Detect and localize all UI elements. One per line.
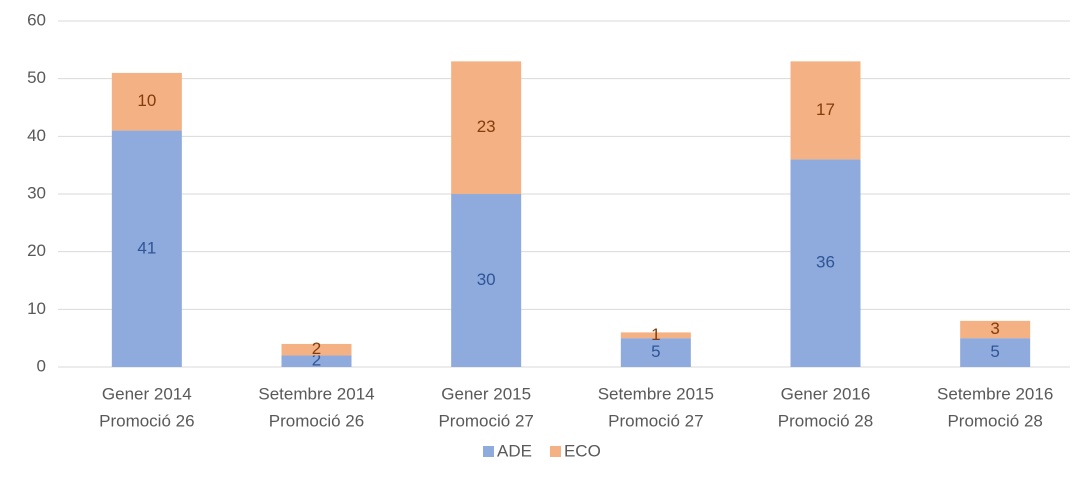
data-label: 2: [312, 339, 321, 358]
y-tick-label: 30: [27, 183, 46, 202]
data-label: 36: [816, 253, 835, 272]
x-tick-label: Promoció 26: [99, 411, 194, 430]
y-tick-label: 60: [27, 10, 46, 29]
x-tick-label: Promoció 27: [438, 411, 533, 430]
bar-segment: [960, 320, 1031, 339]
y-tick-label: 20: [27, 241, 46, 260]
x-tick-label: Setembre 2014: [258, 384, 374, 403]
bar-segment: [111, 72, 182, 131]
data-label: 41: [137, 238, 156, 257]
x-tick-label: Setembre 2016: [937, 384, 1053, 403]
y-tick-label: 0: [37, 356, 46, 375]
bar-segment: [790, 61, 861, 160]
y-tick-label: 10: [27, 299, 46, 318]
bar-segment: [451, 194, 522, 367]
bar-segment: [281, 343, 352, 356]
bar-segment: [960, 338, 1031, 367]
x-tick-label: Promoció 27: [608, 411, 703, 430]
y-tick-label: 40: [27, 126, 46, 145]
x-tick-label: Promoció 26: [269, 411, 364, 430]
bar-segment: [620, 338, 691, 367]
legend-label: ECO: [564, 441, 601, 460]
legend-label: ADE: [497, 441, 532, 460]
y-tick-label: 50: [27, 68, 46, 87]
bar-segment: [111, 130, 182, 367]
data-label: 5: [990, 342, 999, 361]
x-tick-label: Gener 2014: [102, 384, 192, 403]
data-label: 30: [477, 270, 496, 289]
data-label: 17: [816, 100, 835, 119]
bar-segment: [790, 159, 861, 367]
data-label: 23: [477, 117, 496, 136]
x-tick-label: Gener 2016: [781, 384, 871, 403]
data-label: 1: [651, 325, 660, 344]
legend-swatch: [483, 446, 494, 457]
data-label: 2: [312, 351, 321, 370]
x-tick-label: Promoció 28: [778, 411, 873, 430]
x-tick-label: Gener 2015: [441, 384, 531, 403]
data-label: 3: [990, 319, 999, 338]
x-tick-label: Setembre 2015: [598, 384, 714, 403]
x-tick-label: Promoció 28: [947, 411, 1042, 430]
bar-segment: [281, 355, 352, 367]
bar-segment: [620, 332, 691, 339]
bar-segment: [451, 61, 522, 194]
data-label: 5: [651, 342, 660, 361]
legend-swatch: [549, 446, 561, 457]
data-label: 10: [137, 91, 156, 110]
